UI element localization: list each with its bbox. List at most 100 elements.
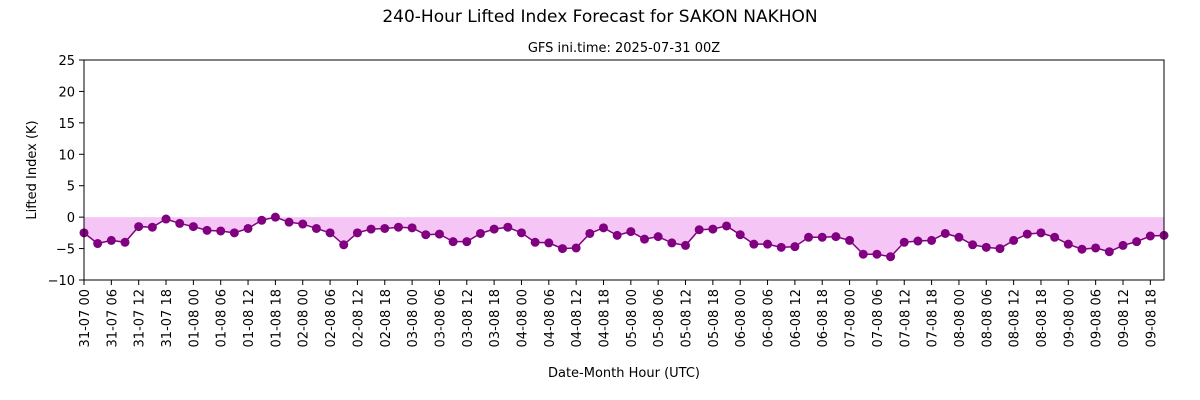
x-tick-label: 04-08 00 (515, 289, 530, 347)
x-tick-label: 08-08 12 (1008, 289, 1023, 347)
x-tick-label: 09-08 06 (1090, 289, 1105, 347)
y-axis-label: Lifted Index (K) (25, 120, 40, 219)
x-tick-label: 31-07 00 (78, 289, 93, 347)
x-tick-label: 08-08 18 (1035, 289, 1050, 347)
data-point (352, 228, 362, 238)
data-point (1009, 235, 1019, 245)
data-point (106, 235, 116, 245)
data-points-group (79, 212, 1169, 262)
data-point (311, 223, 321, 233)
data-point (257, 215, 267, 225)
data-point (544, 238, 554, 248)
data-point (776, 242, 786, 252)
data-point (380, 223, 390, 233)
x-tick-label: 03-08 12 (461, 289, 476, 347)
x-tick-label: 08-08 06 (980, 289, 995, 347)
data-point (954, 232, 964, 242)
data-point (1036, 228, 1046, 238)
data-point (845, 235, 855, 245)
x-tick-label: 06-08 12 (789, 289, 804, 347)
data-point (161, 214, 171, 224)
x-tick-label: 09-08 18 (1144, 289, 1159, 347)
data-point (708, 224, 718, 234)
y-tick-label: −5 (56, 243, 75, 258)
data-point (571, 243, 581, 253)
data-point (216, 226, 226, 236)
plot-frame (83, 59, 1165, 281)
x-tick-label: 09-08 12 (1117, 289, 1132, 347)
data-point (940, 228, 950, 238)
y-tick-label: 25 (58, 54, 75, 69)
data-point (626, 227, 636, 237)
data-point (448, 237, 458, 247)
x-tick-label: 05-08 12 (680, 289, 695, 347)
data-point (790, 242, 800, 252)
y-axis: −10 −5 0 5 10 15 20 25 (48, 54, 84, 289)
data-point (147, 222, 157, 232)
data-point (462, 237, 472, 247)
data-point (585, 228, 595, 238)
x-tick-label: 04-08 12 (570, 289, 585, 347)
data-point (393, 222, 403, 232)
data-point (899, 237, 909, 247)
x-tick-label: 06-08 06 (762, 289, 777, 347)
y-tick-label: 0 (67, 211, 75, 226)
data-point (175, 218, 185, 228)
data-point (530, 237, 540, 247)
data-point (325, 228, 335, 238)
x-tick-label: 08-08 00 (953, 289, 968, 347)
x-tick-label: 02-08 12 (351, 289, 366, 347)
x-tick-label: 07-08 12 (898, 289, 913, 347)
x-tick-label: 01-08 06 (215, 289, 230, 347)
x-tick-label: 05-08 18 (707, 289, 722, 347)
data-point (503, 222, 513, 232)
x-tick-label: 05-08 06 (652, 289, 667, 347)
x-tick-label: 07-08 06 (871, 289, 886, 347)
data-point (134, 222, 144, 232)
y-tick-label: 20 (58, 85, 75, 100)
x-tick-label: 03-08 06 (433, 289, 448, 347)
data-point (598, 223, 608, 233)
data-point (421, 230, 431, 240)
data-point (270, 212, 280, 222)
x-axis-label: Date-Month Hour (UTC) (548, 366, 700, 381)
x-tick-label: 01-08 00 (187, 289, 202, 347)
data-point (1118, 240, 1128, 250)
x-tick-label: 06-08 18 (816, 289, 831, 347)
x-axis: 31-07 00 31-07 06 31-07 12 31-07 18 01-08 00… (78, 280, 1159, 347)
data-point (516, 228, 526, 238)
fill-area-group (84, 217, 1164, 257)
data-point (640, 234, 650, 244)
y-tick-label: 5 (67, 180, 75, 195)
y-tick-label: 10 (58, 148, 75, 163)
data-point (831, 232, 841, 242)
data-point (722, 221, 732, 231)
data-point (1145, 231, 1155, 241)
data-point (407, 223, 417, 233)
data-point (1091, 243, 1101, 253)
x-tick-label: 03-08 00 (406, 289, 421, 347)
data-point (434, 229, 444, 239)
data-point (981, 242, 991, 252)
data-point (749, 239, 759, 249)
data-point (913, 236, 923, 246)
data-point (1132, 237, 1142, 247)
x-tick-label: 04-08 18 (597, 289, 612, 347)
x-tick-label: 31-07 18 (160, 289, 175, 347)
series-fill-area (84, 217, 1164, 257)
data-point (872, 249, 882, 259)
data-point (681, 240, 691, 250)
data-point (817, 232, 827, 242)
data-point (612, 230, 622, 240)
data-point (1104, 247, 1114, 257)
data-point (858, 249, 868, 259)
data-point (1022, 229, 1032, 239)
data-point (243, 223, 253, 233)
x-tick-label: 01-08 18 (269, 289, 284, 347)
data-point (694, 225, 704, 235)
data-point (995, 244, 1005, 254)
x-tick-label: 09-08 00 (1062, 289, 1077, 347)
data-point (202, 225, 212, 235)
data-point (763, 239, 773, 249)
